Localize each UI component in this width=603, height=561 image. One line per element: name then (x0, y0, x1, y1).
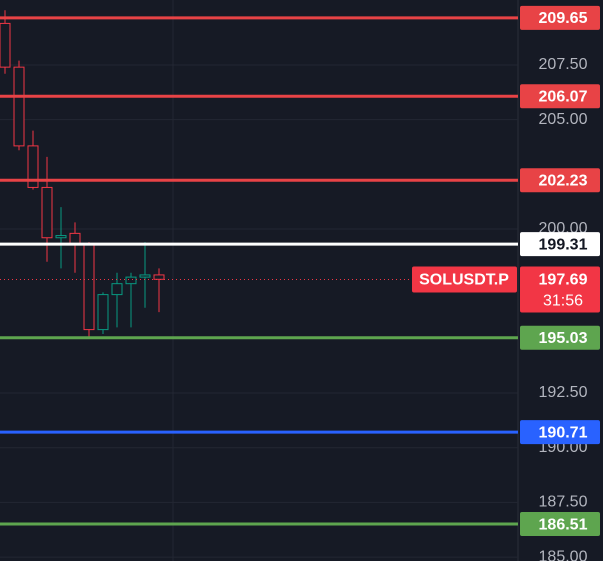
level-badge (520, 84, 600, 109)
y-tick-label: 205.00 (539, 111, 588, 128)
candle-body (139, 274, 151, 278)
y-tick-label: 192.50 (539, 384, 588, 401)
level-badge (520, 512, 600, 537)
level-badge (520, 325, 600, 350)
level-label: 190.71 (539, 424, 588, 441)
candle-body (83, 243, 95, 331)
level-label: 209.65 (539, 10, 588, 27)
symbol-label: SOLUSDT.P (419, 272, 509, 289)
candle-body (41, 186, 53, 239)
level-label: 206.07 (539, 88, 588, 105)
level-badge (520, 232, 600, 257)
symbol-badge (412, 266, 517, 293)
candle-body (55, 235, 67, 239)
candle-body (27, 145, 39, 188)
level-label: 202.23 (539, 172, 588, 189)
candle-body (13, 66, 25, 147)
level-badge (520, 168, 600, 193)
y-tick-label: 207.50 (539, 56, 588, 73)
last-price-badge (520, 266, 600, 313)
level-label: 199.31 (539, 236, 588, 253)
level-badge (520, 5, 600, 30)
y-tick-label: 185.00 (539, 548, 588, 561)
level-badge (520, 420, 600, 445)
y-tick-label: 187.50 (539, 494, 588, 511)
level-label: 186.51 (539, 516, 588, 533)
candle-body (0, 22, 11, 68)
candle-body (97, 294, 109, 331)
candle-body (153, 274, 165, 280)
last-price-label: 197.69 (539, 272, 588, 289)
candle-body (125, 276, 137, 285)
countdown-label: 31:56 (543, 293, 583, 310)
candle-body (111, 283, 123, 296)
level-label: 195.03 (539, 330, 588, 347)
